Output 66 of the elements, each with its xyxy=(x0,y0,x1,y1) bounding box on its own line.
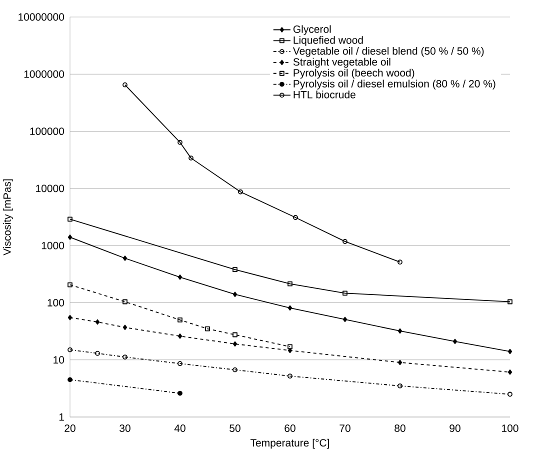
point xyxy=(238,189,243,194)
point xyxy=(508,392,512,397)
point xyxy=(288,374,292,379)
point xyxy=(178,333,182,339)
point xyxy=(95,319,100,325)
legend-label: HTL biocrude xyxy=(294,90,356,98)
point xyxy=(232,292,238,298)
x-tick-label: 90 xyxy=(450,424,460,432)
x-tick-label: 60 xyxy=(284,424,296,432)
x-tick-label: 80 xyxy=(394,424,406,432)
point xyxy=(232,367,238,372)
legend-label: Vegetable oil / diesel blend (50 % / 50 %) xyxy=(292,47,484,57)
point xyxy=(288,281,292,286)
point xyxy=(68,234,72,240)
point xyxy=(508,369,512,375)
point xyxy=(205,326,210,332)
point xyxy=(122,324,128,330)
y-tick-label: 10000000 xyxy=(18,13,64,21)
y-tick-label: 100000 xyxy=(30,128,64,136)
x-tick-label: 40 xyxy=(174,424,186,432)
point xyxy=(178,390,182,396)
point xyxy=(288,305,292,311)
point xyxy=(178,274,182,280)
point xyxy=(288,344,292,350)
point xyxy=(398,383,402,388)
x-axis-title: Temperature [°C] xyxy=(250,438,329,449)
point xyxy=(68,347,72,352)
point xyxy=(122,256,128,261)
legend-label: Liquefied wood xyxy=(294,36,363,46)
x-tick-label: 100 xyxy=(502,424,518,432)
legend-label: Pyrolysis oil (beech wood) xyxy=(294,68,414,79)
point xyxy=(452,338,458,344)
point xyxy=(122,299,128,304)
point xyxy=(398,360,402,366)
y-tick-label: 100 xyxy=(48,299,64,306)
x-tick-label: 70 xyxy=(340,424,350,432)
point xyxy=(178,317,182,322)
x-tick-label: 20 xyxy=(64,424,76,432)
point xyxy=(232,332,238,338)
point xyxy=(342,290,348,296)
y-tick-label: 1000 xyxy=(42,242,64,250)
point xyxy=(188,156,194,161)
point xyxy=(68,314,72,320)
y-axis-title: Viscosity [mPas] xyxy=(3,179,13,256)
y-tick-label: 1 xyxy=(59,413,64,421)
x-tick-label: 30 xyxy=(120,424,130,432)
legend-label: Pyrolysis oil / diesel emulsion (80 % / 20 %) xyxy=(294,80,496,90)
point xyxy=(232,267,238,272)
point xyxy=(68,377,72,382)
point xyxy=(398,328,402,334)
x-tick-label: 50 xyxy=(230,424,240,432)
legend-label: Glycerol xyxy=(293,25,331,35)
point xyxy=(122,354,128,360)
point xyxy=(178,361,182,366)
point xyxy=(293,215,298,220)
point xyxy=(342,316,348,322)
point xyxy=(95,350,100,356)
y-tick-label: 10000 xyxy=(36,184,64,192)
point xyxy=(178,140,182,145)
y-tick-label: 1000000 xyxy=(24,70,64,78)
point xyxy=(508,348,512,354)
point xyxy=(342,239,348,244)
legend-label: Straight vegetable oil xyxy=(293,58,390,68)
point xyxy=(68,282,72,288)
y-tick-label: 10 xyxy=(54,356,64,364)
point xyxy=(232,341,238,347)
